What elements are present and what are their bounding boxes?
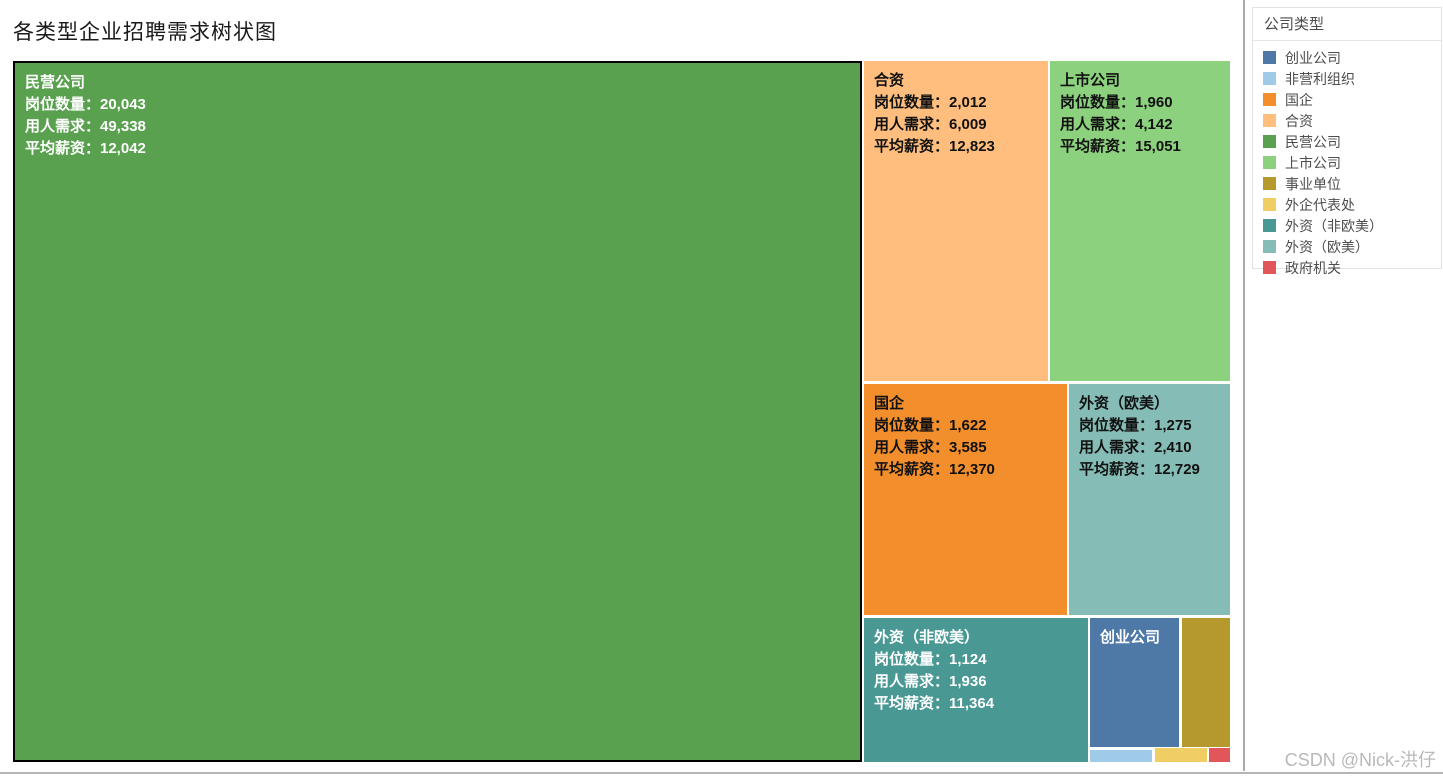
legend-item-joint-venture[interactable]: 合资 (1263, 110, 1441, 131)
cell-metric-jobs: 岗位数量：20,043 (25, 96, 146, 113)
legend-swatch-government (1263, 261, 1276, 274)
legend-item-startup[interactable]: 创业公司 (1263, 47, 1441, 68)
legend-label: 外企代表处 (1285, 198, 1355, 214)
legend-item-state-owned[interactable]: 国企 (1263, 89, 1441, 110)
treemap-cell-startup[interactable]: 创业公司 (1090, 618, 1179, 747)
cell-metric-salary: 平均薪资：12,729 (1079, 461, 1200, 478)
cell-metric-jobs: 岗位数量：2,012 (874, 94, 987, 111)
legend-swatch-foreign-western (1263, 240, 1276, 253)
legend-swatch-joint-venture (1263, 114, 1276, 127)
legend-label: 民营公司 (1285, 135, 1341, 151)
treemap-cell-foreign-rep-office[interactable] (1155, 748, 1207, 762)
watermark: CSDN @Nick-洪仔 (1284, 750, 1436, 770)
legend-swatch-state-owned (1263, 93, 1276, 106)
cell-metric-jobs: 岗位数量：1,622 (874, 417, 987, 434)
legend-swatch-foreign-rep-office (1263, 198, 1276, 211)
cell-text: 民营公司 岗位数量：20,043 用人需求：49,338 平均薪资：12,042 (15, 63, 860, 169)
treemap-cell-foreign-western[interactable]: 外资（欧美） 岗位数量：1,275 用人需求：2,410 平均薪资：12,729 (1069, 384, 1230, 615)
cell-text: 外资（非欧美） 岗位数量：1,124 用人需求：1,936 平均薪资：11,36… (864, 618, 1088, 724)
treemap-cell-government[interactable] (1209, 748, 1230, 762)
cell-metric-demand: 用人需求：2,410 (1079, 439, 1192, 456)
cell-metric-jobs: 岗位数量：1,960 (1060, 94, 1173, 111)
legend-item-government[interactable]: 政府机关 (1263, 257, 1441, 278)
legend-item-nonprofit[interactable]: 非营利组织 (1263, 68, 1441, 89)
cell-label: 合资 (874, 72, 905, 89)
legend-label: 创业公司 (1285, 51, 1341, 67)
cell-metric-jobs: 岗位数量：1,275 (1079, 417, 1192, 434)
legend-swatch-foreign-non-western (1263, 219, 1276, 232)
cell-metric-jobs: 岗位数量：1,124 (874, 651, 987, 668)
cell-metric-salary: 平均薪资：12,042 (25, 140, 146, 157)
cell-metric-demand: 用人需求：3,585 (874, 439, 987, 456)
vertical-divider (1243, 0, 1245, 771)
legend-item-public-institution[interactable]: 事业单位 (1263, 173, 1441, 194)
legend-item-foreign-non-western[interactable]: 外资（非欧美） (1263, 215, 1441, 236)
treemap-cell-state-owned[interactable]: 国企 岗位数量：1,622 用人需求：3,585 平均薪资：12,370 (864, 384, 1067, 615)
legend-label: 上市公司 (1285, 156, 1341, 172)
cell-text: 外资（欧美） 岗位数量：1,275 用人需求：2,410 平均薪资：12,729 (1069, 384, 1230, 490)
cell-metric-demand: 用人需求：49,338 (25, 118, 146, 135)
cell-label: 国企 (874, 395, 905, 412)
cell-metric-demand: 用人需求：6,009 (874, 116, 987, 133)
legend-item-foreign-rep-office[interactable]: 外企代表处 (1263, 194, 1441, 215)
treemap-cell-public-institution[interactable] (1182, 618, 1230, 747)
cell-label: 上市公司 (1060, 72, 1121, 89)
legend-swatch-public-institution (1263, 177, 1276, 190)
cell-metric-salary: 平均薪资：15,051 (1060, 138, 1181, 155)
cell-metric-salary: 平均薪资：11,364 (874, 695, 995, 712)
treemap-cell-listed-company[interactable]: 上市公司 岗位数量：1,960 用人需求：4,142 平均薪资：15,051 (1050, 61, 1230, 381)
cell-label: 外资（非欧美） (874, 629, 980, 646)
legend-label: 政府机关 (1285, 261, 1341, 277)
legend-item-listed-company[interactable]: 上市公司 (1263, 152, 1441, 173)
legend-swatch-startup (1263, 51, 1276, 64)
chart-title: 各类型企业招聘需求树状图 (13, 20, 277, 44)
cell-text: 创业公司 (1090, 618, 1179, 658)
cell-label: 外资（欧美） (1079, 395, 1170, 412)
legend-label: 合资 (1285, 114, 1313, 130)
cell-metric-demand: 用人需求：4,142 (1060, 116, 1173, 133)
cell-label: 民营公司 (25, 74, 86, 91)
cell-text: 上市公司 岗位数量：1,960 用人需求：4,142 平均薪资：15,051 (1050, 61, 1230, 167)
cell-metric-salary: 平均薪资：12,823 (874, 138, 995, 155)
legend-swatch-listed-company (1263, 156, 1276, 169)
legend-item-private-company[interactable]: 民营公司 (1263, 131, 1441, 152)
treemap-cell-joint-venture[interactable]: 合资 岗位数量：2,012 用人需求：6,009 平均薪资：12,823 (864, 61, 1048, 381)
legend-panel: 公司类型 创业公司 非营利组织 国企 合资 民营公司 (1252, 7, 1442, 277)
legend-label: 非营利组织 (1285, 72, 1355, 88)
legend-swatch-nonprofit (1263, 72, 1276, 85)
cell-label: 创业公司 (1100, 629, 1161, 646)
cell-metric-demand: 用人需求：1,936 (874, 673, 987, 690)
bottom-divider (0, 772, 1443, 774)
cell-metric-salary: 平均薪资：12,370 (874, 461, 995, 478)
legend-swatch-private-company (1263, 135, 1276, 148)
cell-text: 合资 岗位数量：2,012 用人需求：6,009 平均薪资：12,823 (864, 61, 1048, 167)
treemap-cell-private-company[interactable]: 民营公司 岗位数量：20,043 用人需求：49,338 平均薪资：12,042 (13, 61, 862, 762)
treemap-cell-nonprofit[interactable] (1090, 750, 1152, 762)
cell-text: 国企 岗位数量：1,622 用人需求：3,585 平均薪资：12,370 (864, 384, 1067, 490)
legend-label: 外资（欧美） (1285, 240, 1369, 256)
legend-label: 国企 (1285, 93, 1313, 109)
treemap-cell-foreign-non-western[interactable]: 外资（非欧美） 岗位数量：1,124 用人需求：1,936 平均薪资：11,36… (864, 618, 1088, 762)
legend-items: 创业公司 非营利组织 国企 合资 民营公司 上市公司 (1253, 41, 1441, 278)
legend-label: 外资（非欧美） (1285, 219, 1383, 235)
legend-label: 事业单位 (1285, 177, 1341, 193)
legend-item-foreign-western[interactable]: 外资（欧美） (1263, 236, 1441, 257)
legend-title: 公司类型 (1253, 8, 1441, 41)
